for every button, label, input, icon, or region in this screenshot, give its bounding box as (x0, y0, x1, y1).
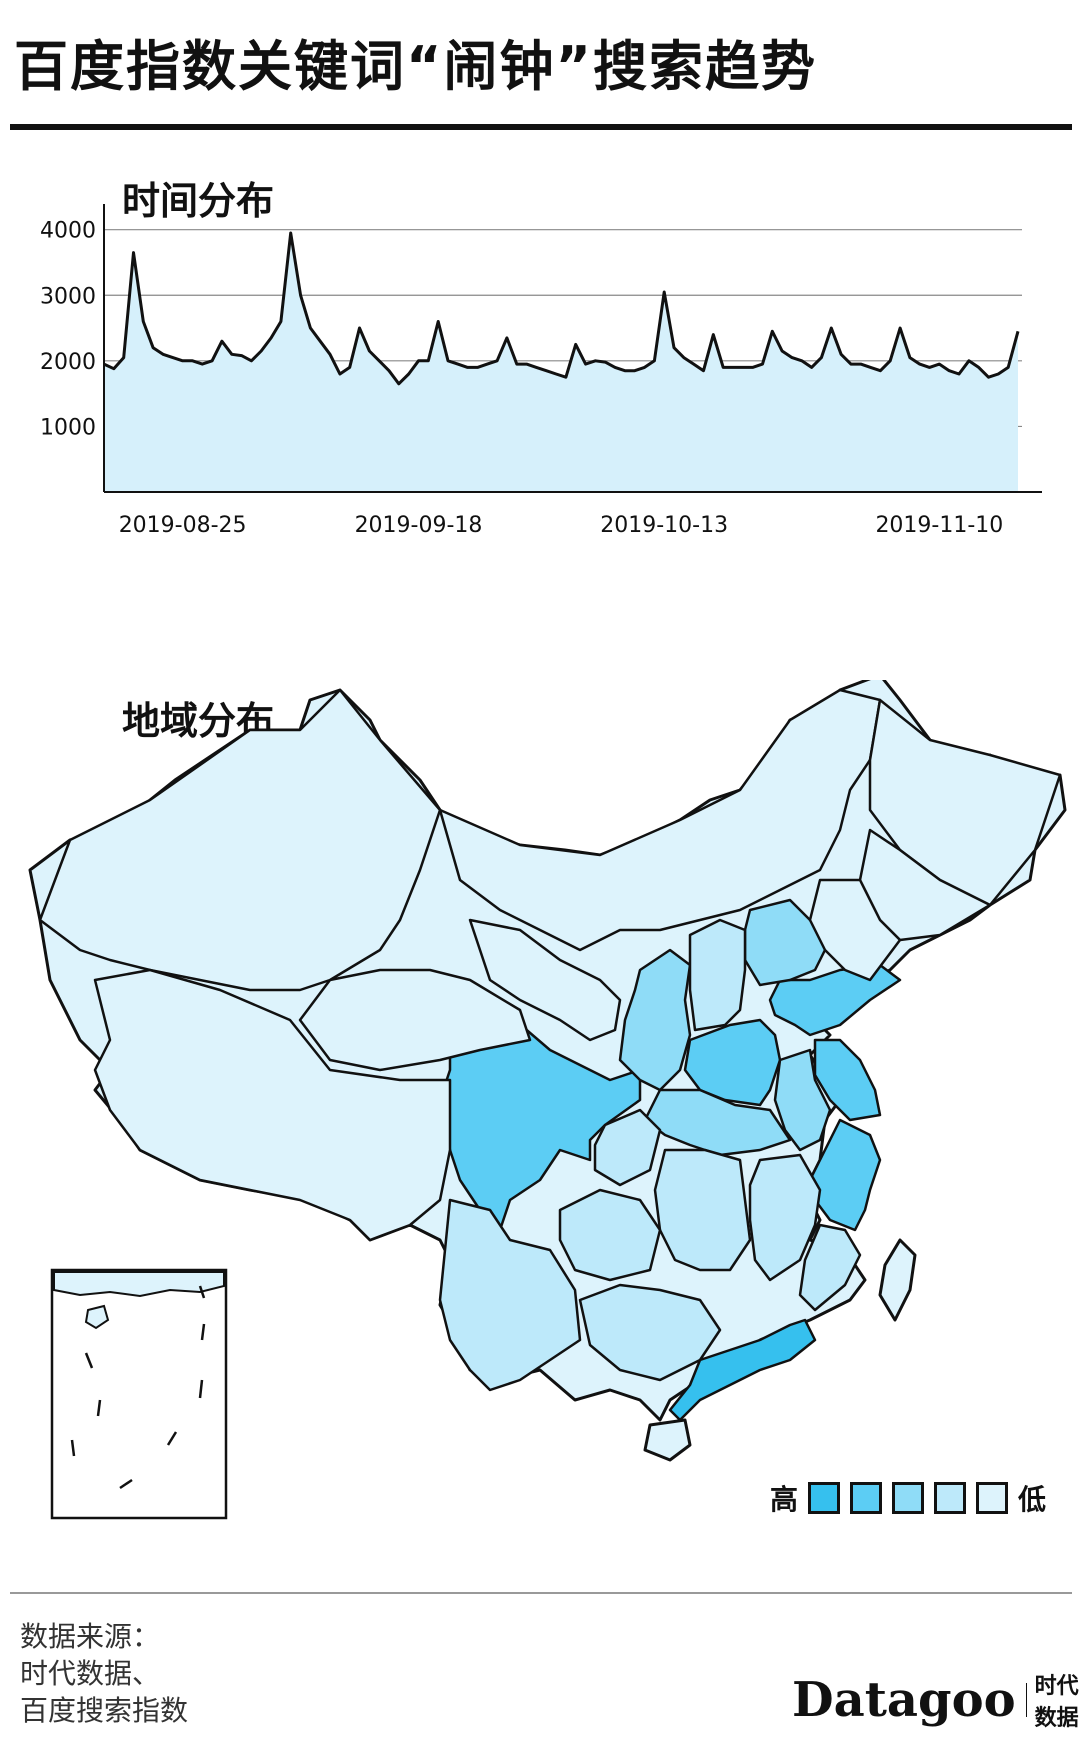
brand-separator (1025, 1683, 1027, 1717)
y-tick-label: 4000 (40, 219, 96, 244)
legend-swatch-3 (892, 1482, 925, 1514)
jiangsu-region (813, 1038, 882, 1122)
x-tick-label: 2019-11-10 (875, 513, 1003, 538)
fujian-region (798, 1223, 862, 1312)
legend-high-label: 高 (770, 1483, 799, 1516)
footer-divider (10, 1592, 1072, 1594)
page-title: 百度指数关键词“闹钟”搜索趋势 (14, 35, 817, 98)
y-tick-label: 3000 (40, 284, 96, 309)
legend-swatch-1 (808, 1482, 841, 1514)
source-line-1: 数据来源： (20, 1620, 161, 1653)
legend-swatch-4 (934, 1482, 967, 1514)
hainan-region (643, 1418, 692, 1462)
data-source: 数据来源： 时代数据、 百度搜索指数 (20, 1618, 188, 1729)
y-tick-label: 2000 (40, 350, 96, 375)
gansu-region (468, 918, 622, 1042)
x-tick-label: 2019-09-18 (355, 513, 483, 538)
guizhou-region (558, 1188, 662, 1282)
chongqing-region (593, 1108, 662, 1187)
guangxi-region (578, 1283, 722, 1382)
tibet-region (93, 968, 452, 1242)
liaoning-region (808, 878, 902, 982)
y-tick-label: 1000 (40, 415, 96, 440)
x-tick-label: 2019-08-25 (119, 513, 247, 538)
hunan-region (653, 1148, 752, 1272)
x-tick-label: 2019-10-13 (600, 513, 728, 538)
brand-logo: Datagoo 时代数据 (792, 1668, 1080, 1732)
qinghai-region (298, 968, 532, 1072)
time-trend-chart: 4000 3000 2000 1000 2019-08-25 2019-09-18 201… (40, 204, 1042, 538)
anhui-region (773, 1048, 832, 1152)
legend-swatch-5 (976, 1482, 1009, 1514)
legend-low-label: 低 (1018, 1483, 1047, 1516)
shanxi-region (688, 918, 747, 1032)
south-china-sea-inset (50, 1268, 228, 1520)
title-divider (10, 124, 1072, 130)
brand-cn-name: 时代数据 (1034, 1674, 1079, 1731)
guangdong-region (668, 1318, 817, 1422)
brand-name: Datagoo (792, 1672, 1016, 1728)
taiwan-region (878, 1238, 917, 1322)
yunnan-region (438, 1198, 582, 1392)
source-line-2: 时代数据、 (20, 1657, 161, 1690)
shandong-region (768, 963, 902, 1037)
inner-mongolia-region (438, 688, 882, 952)
source-line-3: 百度搜索指数 (20, 1694, 189, 1727)
trend-area-fill (104, 233, 1018, 492)
sichuan-region (438, 1018, 642, 1232)
shaanxi-region (618, 948, 692, 1092)
legend-swatch-2 (850, 1482, 883, 1514)
china-region-map (0, 673, 1080, 1580)
time-section-title: 时间分布 (122, 179, 275, 223)
zhejiang-region (808, 1118, 882, 1232)
map-legend: 高 低 (770, 1478, 1046, 1518)
henan-region (683, 1018, 782, 1107)
jiangxi-region (748, 1153, 822, 1282)
trend-line (103, 231, 1020, 386)
